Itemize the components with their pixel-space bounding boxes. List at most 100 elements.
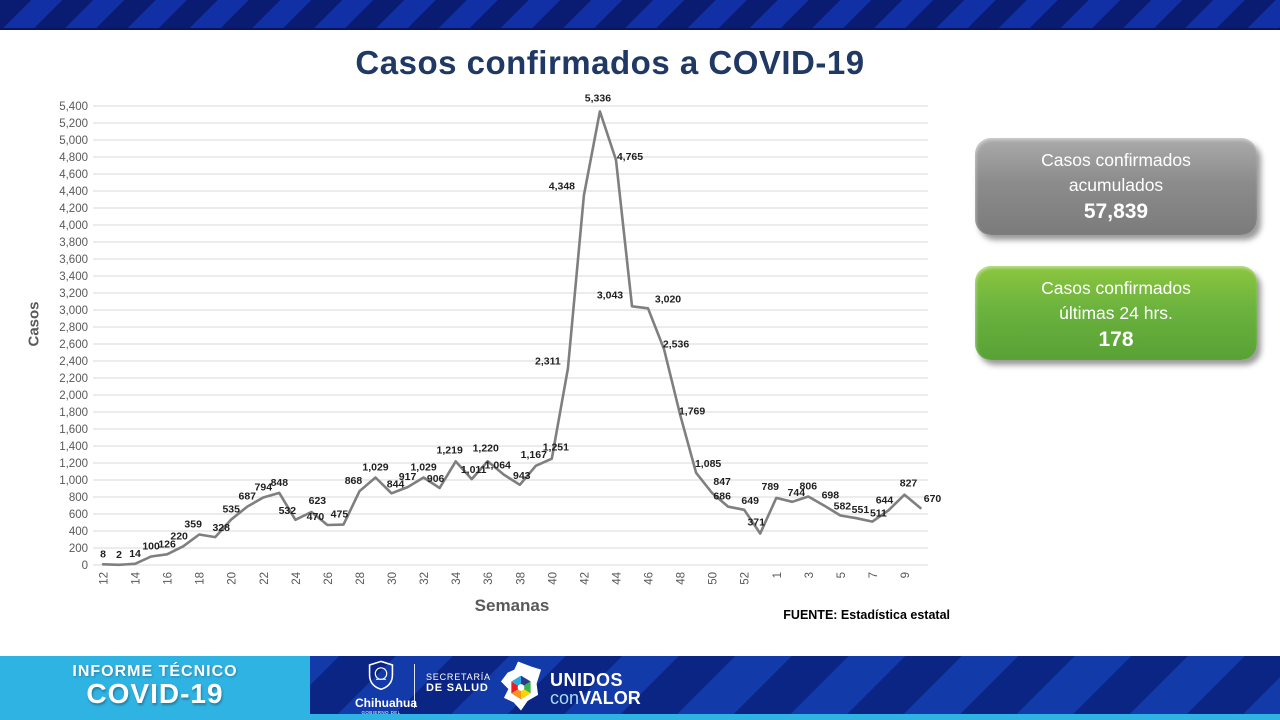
- data-label: 359: [184, 518, 202, 530]
- data-label: 906: [427, 473, 445, 485]
- y-tick-label: 4,200: [59, 203, 88, 215]
- data-label: 670: [924, 493, 942, 505]
- data-label: 623: [309, 495, 327, 507]
- brand-text: UNIDOS conVALOR: [550, 670, 641, 708]
- last24h-cases-card: Casos confirmados últimas 24 hrs. 178: [975, 266, 1257, 360]
- data-label: 470: [307, 511, 325, 523]
- report-label-line1: INFORME TÉCNICO: [72, 663, 238, 680]
- y-tick-label: 600: [69, 509, 88, 521]
- data-label: 1,029: [410, 462, 436, 474]
- x-tick-label: 28: [355, 572, 367, 585]
- y-tick-label: 3,200: [59, 288, 88, 300]
- data-label: 827: [900, 478, 918, 490]
- y-tick-label: 400: [69, 526, 88, 538]
- x-tick-label: 30: [387, 572, 399, 585]
- last24h-card-line2: últimas 24 hrs.: [1059, 303, 1173, 323]
- brand-word-con: con: [550, 688, 580, 708]
- x-tick-label: 14: [131, 571, 143, 584]
- data-label: 848: [271, 477, 289, 489]
- state-government-logo: Chihuahua GOBIERNO DEL ESTADO: [355, 660, 417, 720]
- data-label: 644: [876, 494, 894, 506]
- data-label: 806: [800, 480, 818, 492]
- data-label: 686: [713, 491, 731, 503]
- y-tick-label: 5,000: [59, 135, 88, 147]
- last24h-card-line1: Casos confirmados: [1041, 278, 1191, 298]
- y-tick-label: 4,000: [59, 220, 88, 232]
- data-label: 1,064: [485, 460, 511, 472]
- report-label-line2: COVID-19: [86, 678, 224, 709]
- data-label: 868: [345, 475, 363, 487]
- data-label: 744: [788, 487, 806, 499]
- data-label: 789: [761, 481, 779, 493]
- x-tick-label: 40: [547, 572, 559, 585]
- x-tick-label: 42: [579, 572, 591, 585]
- data-label: 371: [747, 516, 765, 528]
- accumulated-card-line2: acumulados: [1068, 175, 1164, 195]
- x-tick-label: 50: [708, 572, 720, 585]
- data-label: 1,251: [543, 442, 569, 454]
- chihuahua-state-pinwheel-icon: [500, 661, 542, 711]
- data-label: 4,348: [549, 180, 575, 192]
- y-tick-label: 3,400: [59, 271, 88, 283]
- data-label: 328: [212, 522, 230, 534]
- y-tick-label: 5,200: [59, 118, 88, 130]
- data-label: 1,167: [521, 449, 547, 461]
- data-label: 551: [852, 504, 870, 516]
- x-tick-label: 32: [419, 572, 431, 585]
- data-label: 8: [100, 548, 106, 560]
- data-label: 1,219: [437, 444, 463, 456]
- data-label: 3,043: [597, 289, 623, 301]
- x-tick-label: 36: [483, 572, 495, 585]
- y-tick-label: 4,400: [59, 186, 88, 198]
- ministry-line2: DE SALUD: [426, 682, 489, 694]
- brand-word-unidos: UNIDOS: [550, 670, 624, 690]
- data-label: 535: [222, 504, 240, 516]
- footer-accent-line: [0, 714, 1280, 720]
- y-tick-label: 5,400: [59, 101, 88, 113]
- footer-divider: [414, 664, 415, 708]
- data-label: 4,765: [617, 151, 643, 163]
- y-tick-label: 3,600: [59, 254, 88, 266]
- last24h-cases-value: 178: [1098, 328, 1134, 351]
- data-label: 2,311: [535, 356, 561, 368]
- x-tick-label: 1: [772, 572, 784, 578]
- y-tick-label: 1,800: [59, 407, 88, 419]
- data-label: 532: [279, 505, 297, 517]
- y-tick-label: 800: [69, 492, 88, 504]
- y-tick-label: 1,600: [59, 424, 88, 436]
- x-tick-label: 38: [515, 572, 527, 585]
- data-label: 844: [387, 478, 405, 490]
- x-tick-label: 46: [644, 572, 656, 585]
- unidos-con-valor-brand: UNIDOS conVALOR: [498, 660, 641, 712]
- y-tick-label: 4,800: [59, 152, 88, 164]
- top-striped-banner: [0, 0, 1280, 30]
- x-tick-label: 34: [451, 571, 463, 584]
- x-tick-label: 22: [259, 572, 271, 585]
- data-label: 687: [239, 491, 257, 503]
- y-tick-label: 2,400: [59, 356, 88, 368]
- data-label: 1,220: [473, 442, 499, 454]
- data-label: 847: [713, 476, 731, 488]
- data-label: 943: [513, 470, 531, 482]
- data-label: 1,011: [461, 464, 487, 476]
- health-ministry-label: SECRETARÍA DE SALUD: [426, 672, 491, 694]
- page-title: Casos confirmados a COVID-19: [355, 44, 865, 81]
- report-label-block: INFORME TÉCNICO COVID-19: [0, 656, 310, 714]
- data-label: 917: [399, 471, 417, 483]
- y-tick-label: 1,000: [59, 475, 88, 487]
- data-label: 14: [129, 548, 141, 560]
- data-label: 475: [331, 509, 349, 521]
- x-tick-label: 7: [868, 572, 880, 578]
- cases-line-chart: 0 200 400 600 800 1,000 1,200 1,400 1,600 1,800 2,…: [59, 92, 942, 585]
- y-tick-label: 200: [69, 543, 88, 555]
- y-tick-label: 1,200: [59, 458, 88, 470]
- data-label: 698: [822, 490, 840, 502]
- x-tick-label: 9: [900, 572, 912, 578]
- accumulated-cases-card: Casos confirmados acumulados 57,839: [975, 138, 1257, 235]
- data-label: 1,085: [695, 458, 721, 470]
- data-label: 794: [255, 482, 273, 494]
- x-tick-label: 5: [836, 572, 848, 578]
- data-label: 1,769: [679, 406, 705, 418]
- data-label: 1,029: [362, 462, 388, 474]
